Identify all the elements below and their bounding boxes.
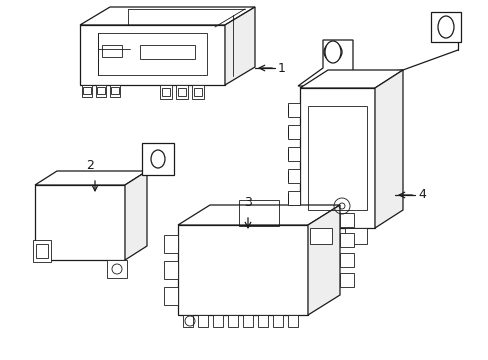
Polygon shape [178, 205, 339, 225]
Bar [227, 315, 238, 327]
Bar [287, 315, 297, 327]
Polygon shape [224, 7, 254, 85]
Bar [430, 12, 460, 42]
Bar [272, 315, 283, 327]
Bar [339, 253, 353, 267]
Bar [178, 88, 185, 96]
Bar [163, 235, 178, 253]
Bar [110, 85, 120, 97]
Polygon shape [35, 185, 125, 260]
Bar [243, 315, 252, 327]
Polygon shape [125, 171, 147, 260]
Ellipse shape [151, 150, 164, 168]
Bar [194, 88, 202, 96]
Polygon shape [299, 70, 402, 88]
Bar [111, 87, 119, 94]
Bar [82, 85, 92, 97]
Bar [33, 240, 51, 262]
Bar [198, 315, 207, 327]
Polygon shape [307, 205, 339, 315]
Bar [192, 85, 203, 99]
Bar [213, 315, 223, 327]
Bar [163, 287, 178, 305]
Bar [339, 233, 353, 247]
Text: 3: 3 [244, 196, 251, 209]
Ellipse shape [325, 41, 340, 63]
Bar [36, 244, 48, 258]
Polygon shape [297, 40, 402, 88]
Text: 1: 1 [278, 62, 285, 75]
Bar [258, 315, 267, 327]
Polygon shape [80, 25, 224, 85]
Bar [97, 87, 105, 94]
Bar [176, 85, 187, 99]
Bar [98, 33, 206, 75]
Polygon shape [178, 225, 307, 315]
Polygon shape [287, 103, 299, 117]
Bar [140, 45, 195, 59]
Bar [163, 261, 178, 279]
Polygon shape [80, 7, 254, 25]
Polygon shape [287, 169, 299, 183]
Bar [83, 87, 91, 94]
Bar [142, 143, 174, 175]
Bar [339, 213, 353, 227]
Polygon shape [287, 191, 299, 205]
Text: 2: 2 [86, 159, 94, 172]
Bar [160, 85, 172, 99]
Polygon shape [374, 70, 402, 228]
Bar [162, 88, 170, 96]
Bar [345, 228, 366, 244]
Polygon shape [35, 171, 147, 185]
Bar [183, 315, 193, 327]
Polygon shape [287, 147, 299, 161]
Circle shape [324, 43, 341, 61]
Bar [309, 228, 331, 244]
Ellipse shape [437, 16, 453, 38]
Text: 4: 4 [417, 189, 425, 202]
Bar [96, 85, 106, 97]
Bar [307, 106, 366, 210]
Bar [339, 273, 353, 287]
Bar [102, 45, 122, 57]
Polygon shape [287, 125, 299, 139]
Bar [107, 260, 127, 278]
Polygon shape [299, 88, 374, 228]
